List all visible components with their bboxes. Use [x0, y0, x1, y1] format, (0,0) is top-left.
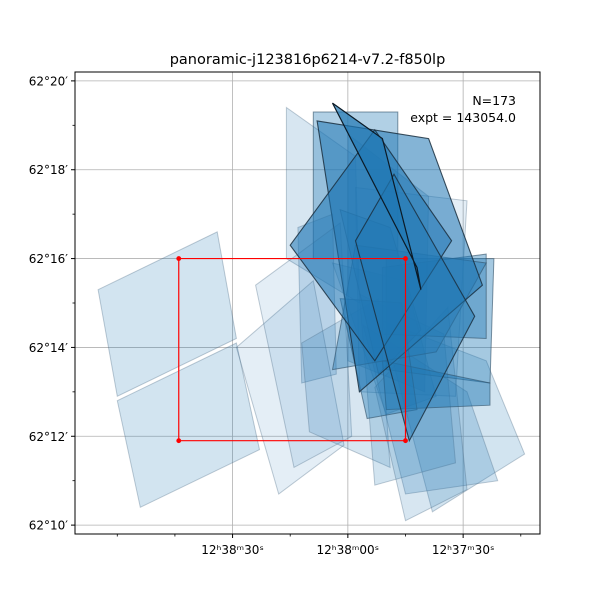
x-tick-label-0: 12ʰ38ᵐ30ˢ [201, 543, 264, 557]
y-tick-label-3: 62°16′ [29, 252, 69, 266]
y-tick-label-4: 62°18′ [29, 163, 69, 177]
highlight-box [176, 256, 408, 444]
y-tick-label-5: 62°20′ [29, 74, 69, 88]
footprint-0 [97, 231, 237, 398]
x-tick-label-2: 12ʰ37ᵐ30ˢ [432, 543, 495, 557]
annotation-exposure: expt = 143054.0 [410, 110, 516, 125]
footprint-24 [331, 102, 422, 290]
highlight-corner-1 [403, 256, 408, 261]
highlight-corner-2 [403, 438, 408, 444]
axes-ticks: 12ʰ38ᵐ30ˢ 12ʰ38ᵐ00ˢ 12ʰ37ᵐ30ˢ 62°10′ 62°12′ 6… [29, 74, 522, 557]
highlight-corner-0 [176, 256, 182, 261]
y-tick-label-0: 62°10′ [29, 519, 69, 533]
footprints [97, 102, 526, 522]
x-tick-label-1: 12ʰ38ᵐ00ˢ [317, 543, 380, 557]
y-tick-label-1: 62°12′ [29, 430, 69, 444]
y-tick-label-2: 62°14′ [29, 341, 69, 355]
highlight-corner-3 [176, 438, 182, 444]
footprint-1 [116, 342, 261, 509]
chart-title: panoramic-j123816p6214-v7.2-f850lp [170, 52, 446, 68]
annotation-count: N=173 [472, 93, 516, 108]
